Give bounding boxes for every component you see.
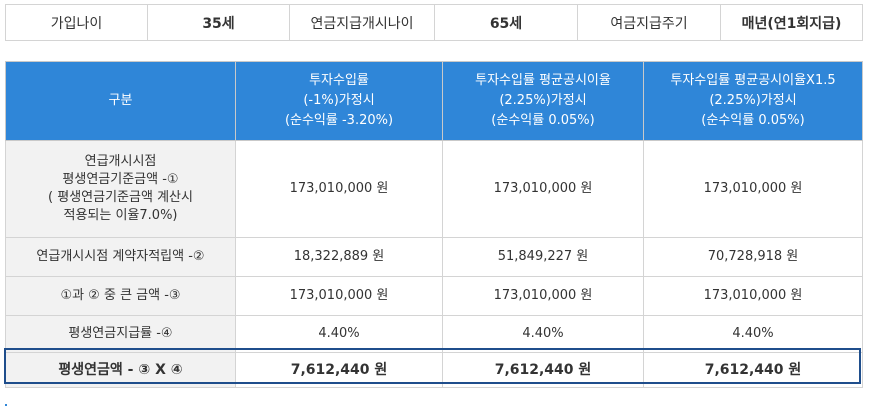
join-age-value: 35세 (147, 4, 290, 41)
start-age-label: 연금지급개시나이 (289, 4, 435, 41)
row-label: 평생연금지급률 -④ (5, 315, 236, 353)
payment-cycle-label: 여금지급주기 (577, 4, 721, 41)
table-row: 연급개시시점 계약자적립액 -② 18,322,889 원 51,849,227… (5, 237, 863, 277)
header-scenario-1: 투자수입률 (-1%)가정시 (순수익률 -3.20%) (235, 61, 443, 141)
table-cell: 173,010,000 원 (643, 140, 863, 238)
table-cell: 7,612,440 원 (442, 352, 644, 388)
start-age-value: 65세 (434, 4, 578, 41)
table-row: 연급개시시점 평생연금기준금액 -①( 평생연금기준금액 계산시 적용되는 이율7.… (5, 140, 863, 238)
table-row: 평생연금지급률 -④ 4.40% 4.40% 4.40% (5, 315, 863, 353)
header-scenario-2: 투자수입률 평균공시이율 (2.25%)가정시 (순수익률 0.05%) (442, 61, 644, 141)
info-row: 가입나이 35세 연금지급개시나이 65세 여금지급주기 매년(연1회지급) (5, 4, 863, 41)
table-cell: 173,010,000 원 (643, 276, 863, 316)
table-cell: 7,612,440 원 (643, 352, 863, 388)
header-row: 구분 투자수입률 (-1%)가정시 (순수익률 -3.20%) 투자수입률 평균공시… (5, 61, 863, 141)
table-row: ①과 ② 중 큰 금액 -③ 173,010,000 원 173,010,000… (5, 276, 863, 316)
table-cell: 7,612,440 원 (235, 352, 443, 388)
info-table: 가입나이 35세 연금지급개시나이 65세 여금지급주기 매년(연1회지급) (5, 4, 863, 41)
payment-cycle-value: 매년(연1회지급) (720, 4, 863, 41)
table-cell: 51,849,227 원 (442, 237, 644, 277)
header-scenario-3: 투자수입률 평균공시이율X1.5 (2.25%)가정시 (순수익률 0.05%) (643, 61, 863, 141)
join-age-label: 가입나이 (5, 4, 148, 41)
table-cell: 173,010,000 원 (235, 140, 443, 238)
row-label: ①과 ② 중 큰 금액 -③ (5, 276, 236, 316)
table-cell: 4.40% (643, 315, 863, 353)
row-label: 연급개시시점 평생연금기준금액 -①( 평생연금기준금액 계산시 적용되는 이율7.… (5, 140, 236, 238)
table-cell: 173,010,000 원 (442, 140, 644, 238)
table-cell: 18,322,889 원 (235, 237, 443, 277)
header-category: 구분 (5, 61, 236, 141)
table-cell: 4.40% (442, 315, 644, 353)
cursor-dot (5, 404, 7, 406)
table-cell: 173,010,000 원 (235, 276, 443, 316)
table-cell: 173,010,000 원 (442, 276, 644, 316)
table-row-total: 평생연금액 - ③ X ④ 7,612,440 원 7,612,440 원 7,… (5, 352, 863, 388)
row-label: 평생연금액 - ③ X ④ (5, 352, 236, 388)
row-label: 연급개시시점 계약자적립액 -② (5, 237, 236, 277)
table-cell: 70,728,918 원 (643, 237, 863, 277)
annuity-table: 구분 투자수입률 (-1%)가정시 (순수익률 -3.20%) 투자수입률 평균공시… (5, 61, 863, 388)
table-cell: 4.40% (235, 315, 443, 353)
